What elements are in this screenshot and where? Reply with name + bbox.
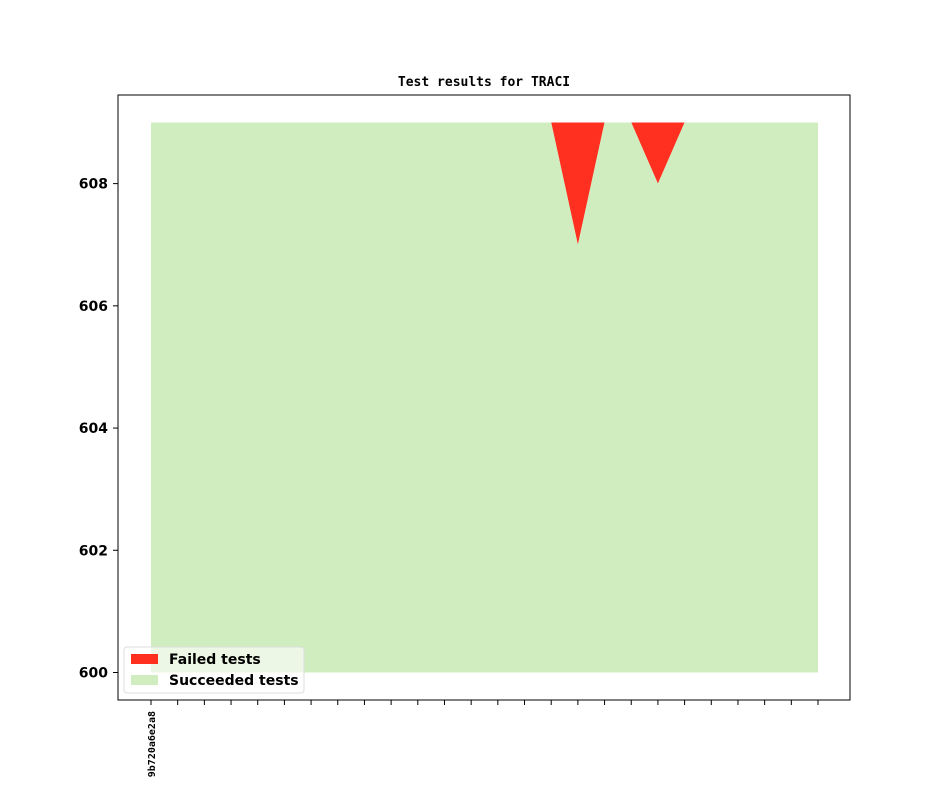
plot-area: [151, 122, 818, 673]
failed-tests-area: [151, 122, 818, 245]
y-tick-label: 602: [79, 543, 108, 559]
succeeded-tests-area: [151, 122, 818, 673]
axes: 600 602 604 606 608 9b720a6e2a8: [79, 177, 819, 777]
legend-label-succeeded: Succeeded tests: [169, 673, 299, 689]
y-tick-label: 604: [79, 421, 108, 437]
legend-swatch-succeeded: [131, 675, 158, 685]
y-tick-label: 600: [79, 666, 108, 682]
legend: Failed tests Succeeded tests: [123, 646, 305, 694]
legend-box: [123, 646, 305, 694]
chart-title: Test results for TRACI: [398, 75, 570, 90]
x-tick-label: 9b720a6e2a8: [147, 711, 158, 777]
y-tick-label: 606: [79, 299, 108, 315]
legend-label-failed: Failed tests: [169, 652, 261, 668]
legend-swatch-failed: [131, 654, 158, 664]
y-tick-label: 608: [79, 177, 108, 193]
plot-frame: [117, 94, 851, 701]
